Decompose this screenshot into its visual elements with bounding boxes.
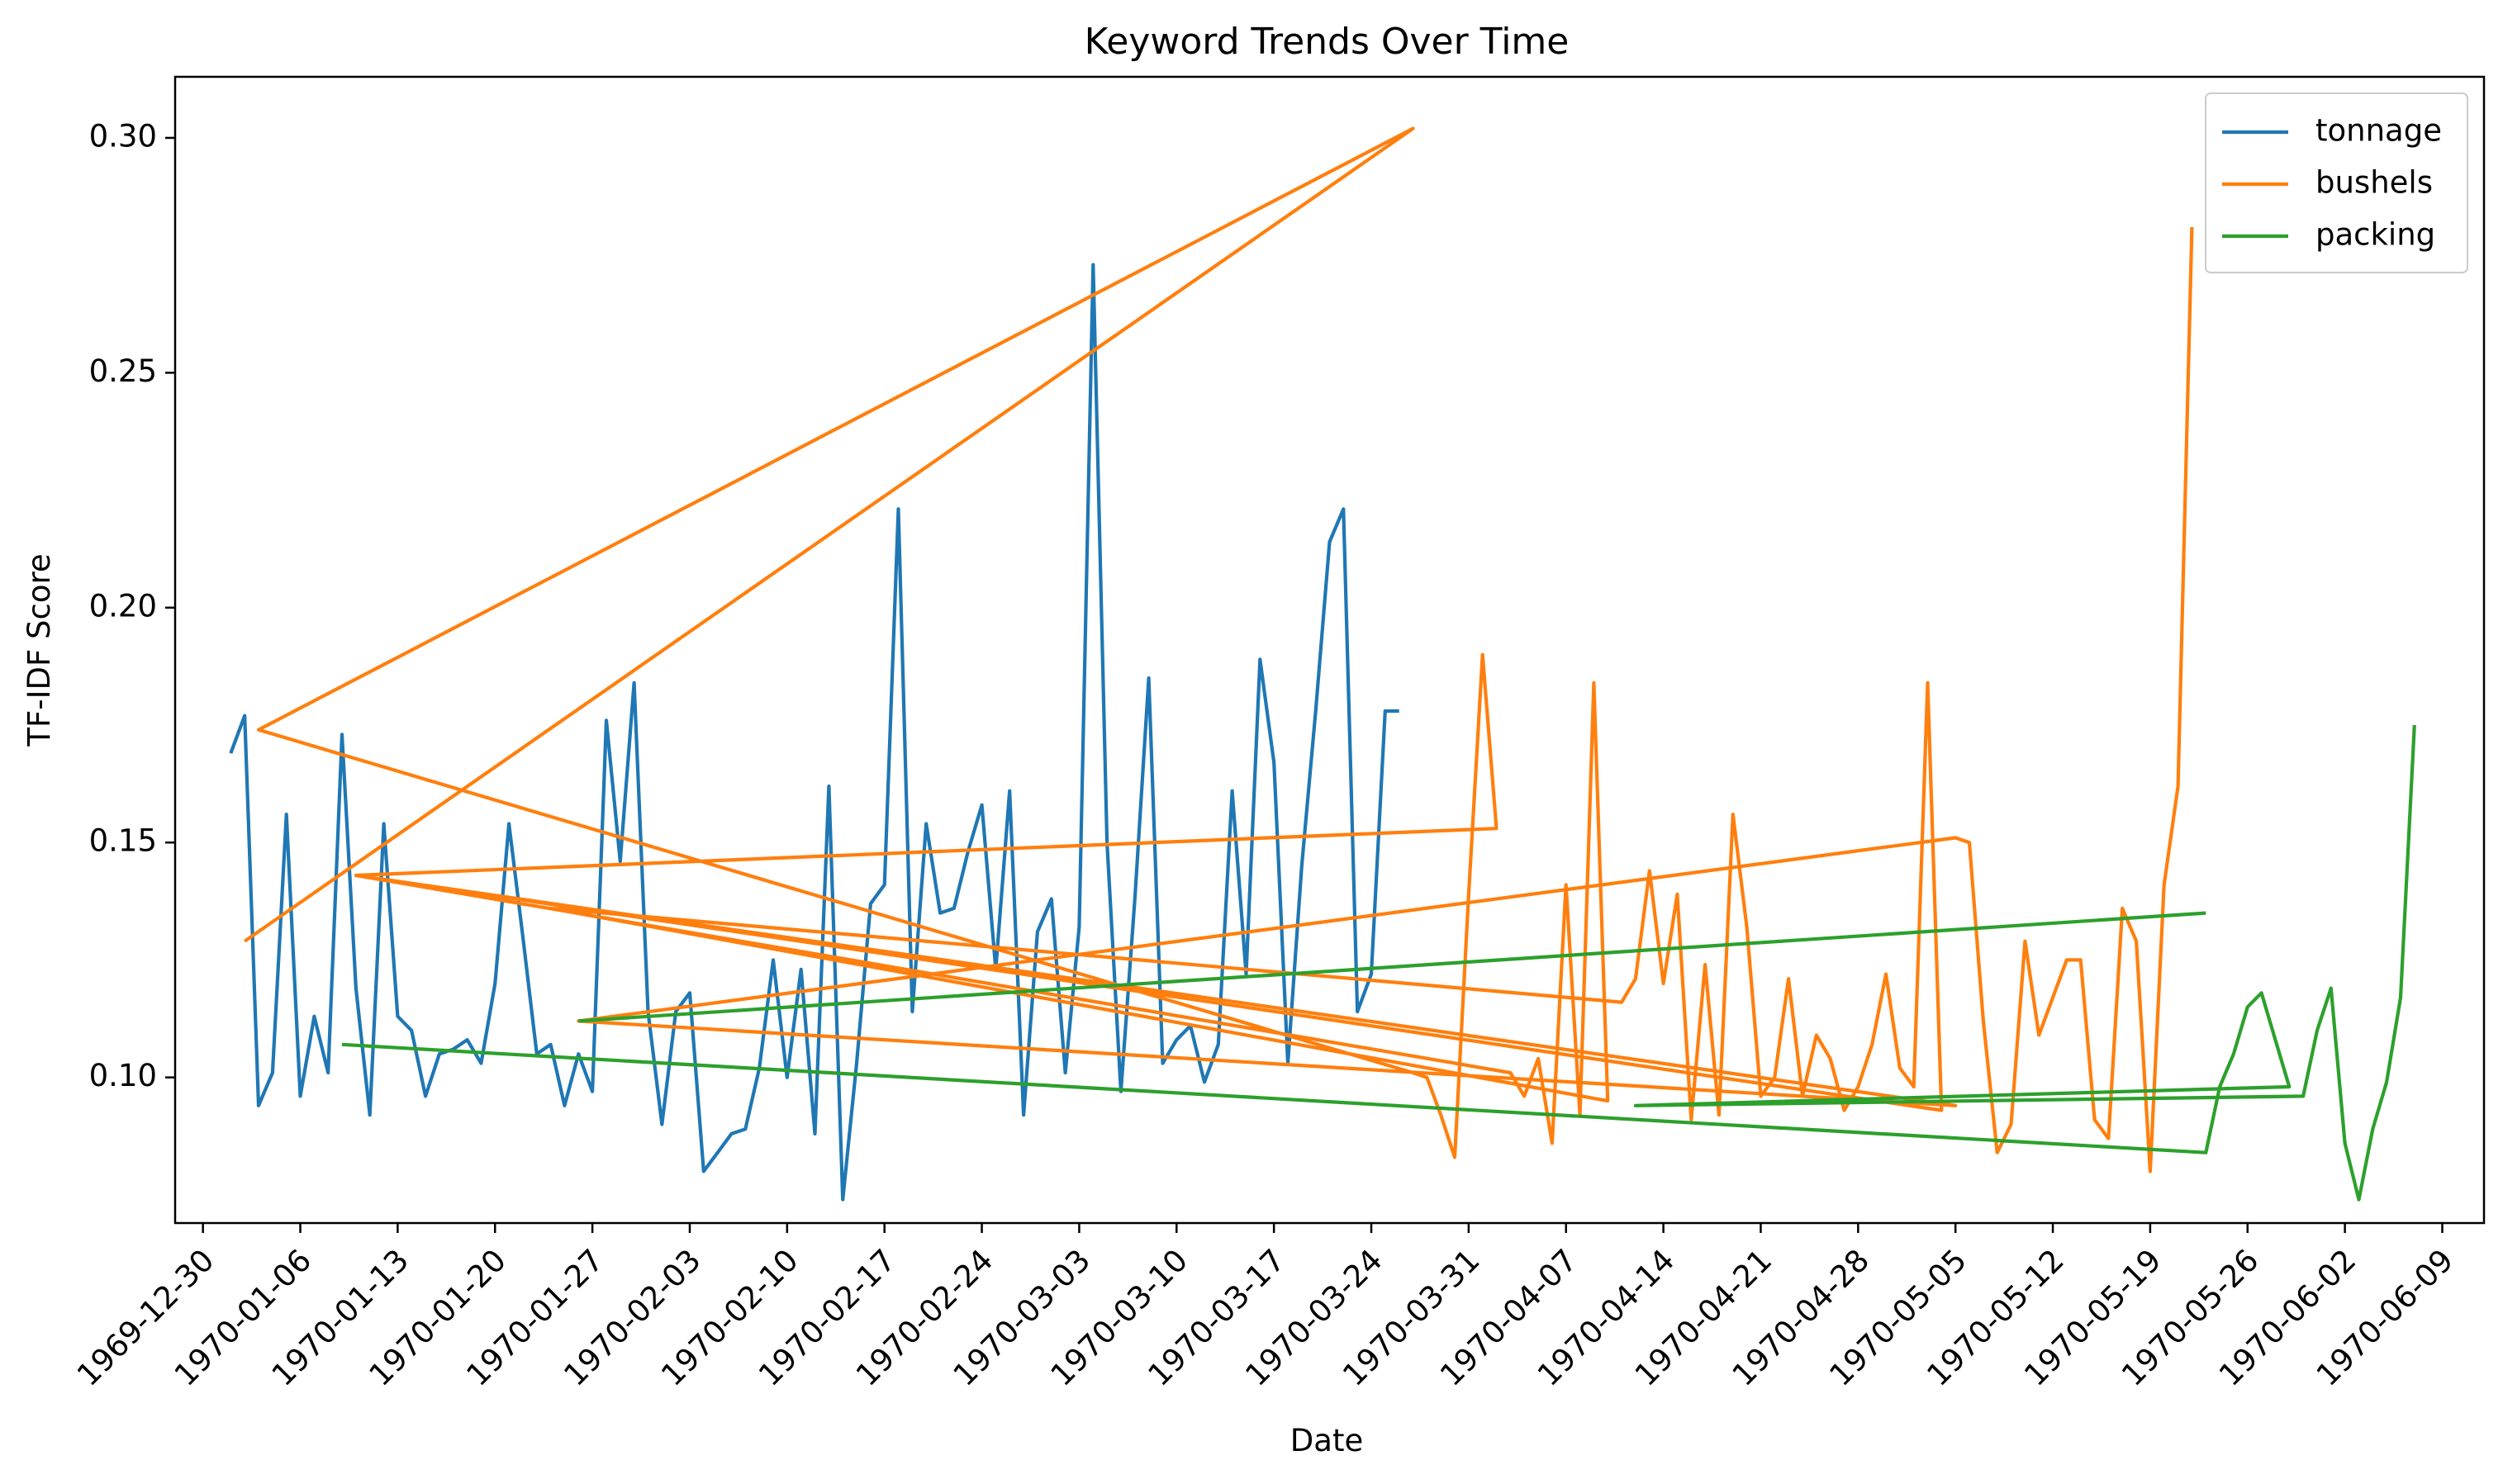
y-axis: 0.10 0.15 0.20 0.25 0.30 <box>89 118 175 1093</box>
series-line-bushels <box>244 126 2194 1173</box>
y-tick-label: 0.25 <box>89 353 157 389</box>
legend-box <box>2205 92 2468 273</box>
series-line-tonnage <box>229 263 1399 1202</box>
y-axis-label: TF-IDF Score <box>21 553 57 747</box>
legend: tonnage bushels packing <box>2205 92 2468 273</box>
plot-area <box>229 126 2416 1202</box>
plot-frame <box>173 75 2486 1225</box>
y-tick-label: 0.10 <box>89 1058 157 1093</box>
chart-title: Keyword Trends Over Time <box>1085 21 1570 63</box>
y-tick-label: 0.20 <box>89 588 157 623</box>
legend-label-tonnage: tonnage <box>2315 113 2442 149</box>
series-line-segment-3 <box>578 911 2206 1023</box>
x-axis-label: Date <box>1290 1423 1363 1458</box>
legend-label-bushels: bushels <box>2315 165 2433 201</box>
y-tick-label: 0.30 <box>89 118 157 154</box>
y-tick-label: 0.15 <box>89 823 157 859</box>
legend-label-packing: packing <box>2315 217 2435 253</box>
series-line-packing <box>341 724 2416 1202</box>
